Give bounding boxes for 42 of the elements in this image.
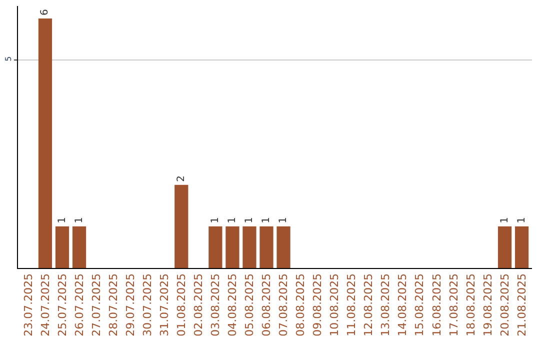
data-label: 1 xyxy=(226,217,238,224)
x-tick-label: 10.08.2025 xyxy=(328,273,342,336)
x-tick-label: 24.07.2025 xyxy=(38,273,52,336)
x-tick-label: 13.08.2025 xyxy=(379,273,392,336)
x-tick-label: 25.07.2025 xyxy=(56,273,69,336)
x-tick-label: 02.08.2025 xyxy=(192,273,205,336)
y-tick-label: 5 xyxy=(4,56,13,62)
x-tick-label: 08.08.2025 xyxy=(294,273,308,336)
x-tick-label: 27.07.2025 xyxy=(90,273,103,336)
x-tick-label: 11.08.2025 xyxy=(345,273,358,336)
x-tick-label: 21.08.2025 xyxy=(515,273,528,336)
data-label: 6 xyxy=(40,9,51,16)
data-label: 1 xyxy=(74,217,85,224)
x-tick-label: 07.08.2025 xyxy=(277,273,290,336)
x-tick-label: 20.08.2025 xyxy=(498,273,512,336)
x-tick-label: 01.08.2025 xyxy=(174,273,188,336)
data-label: 2 xyxy=(176,175,187,182)
x-tick-label: 26.07.2025 xyxy=(72,273,86,336)
x-tick-label: 06.08.2025 xyxy=(260,273,274,336)
x-tick-label: 23.07.2025 xyxy=(22,273,35,336)
data-label: 1 xyxy=(499,217,510,224)
x-tick-label: 05.08.2025 xyxy=(243,273,256,336)
x-tick-label: 19.08.2025 xyxy=(481,273,494,336)
x-tick-label: 04.08.2025 xyxy=(226,273,240,336)
data-label: 1 xyxy=(244,217,255,224)
data-label: 1 xyxy=(56,217,68,224)
x-tick-label: 17.08.2025 xyxy=(447,273,460,336)
x-tick-label: 28.07.2025 xyxy=(106,273,120,336)
x-tick-label: 30.07.2025 xyxy=(140,273,154,336)
x-tick-label: 09.08.2025 xyxy=(311,273,324,336)
x-tick-label: 16.08.2025 xyxy=(430,273,444,336)
data-label: 1 xyxy=(260,217,272,224)
data-label: 1 xyxy=(278,217,290,224)
x-tick-label: 14.08.2025 xyxy=(396,273,410,336)
x-tick-label: 12.08.2025 xyxy=(362,273,376,336)
x-tick-label: 29.07.2025 xyxy=(124,273,137,336)
x-tick-label: 15.08.2025 xyxy=(413,273,426,336)
data-label: 1 xyxy=(210,217,221,224)
x-tick-label: 18.08.2025 xyxy=(464,273,478,336)
x-tick-label: 03.08.2025 xyxy=(209,273,222,336)
data-label: 1 xyxy=(516,217,528,224)
x-tick-label: 31.07.2025 xyxy=(158,273,171,336)
